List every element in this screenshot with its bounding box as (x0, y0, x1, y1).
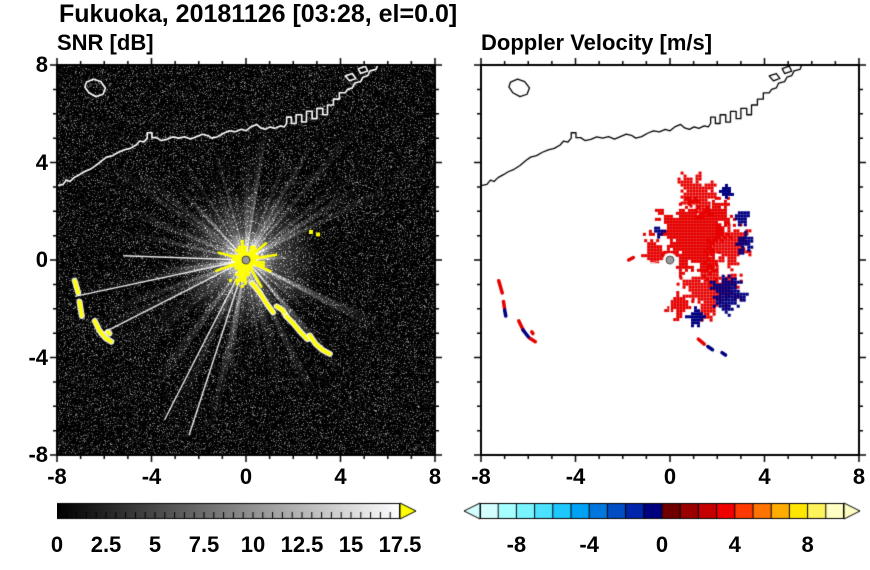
velocity-x-tick-label: 0 (663, 464, 677, 489)
snr-y-tick-label: -8 (28, 442, 48, 467)
snr-colorbar-label: 17.5 (378, 532, 422, 557)
velocity-colorbar-label: -8 (506, 532, 527, 557)
snr-x-tick-label: 4 (334, 464, 347, 489)
snr-colorbar-label: 0 (50, 532, 64, 557)
velocity-colorbar-label: 4 (728, 532, 741, 557)
snr-x-tick-label: 8 (428, 464, 442, 489)
snr-x-tick-label: -8 (47, 464, 67, 489)
velocity-x-tick-label: -8 (471, 464, 491, 489)
snr-y-tick-label: 4 (35, 149, 48, 175)
velocity-x-tick-label: -4 (565, 464, 586, 489)
velocity-x-tick-label: 4 (758, 464, 771, 489)
figure-title: Fukuoka, 20181126 [03:28, el=0.0] (59, 0, 458, 28)
snr-colorbar (57, 501, 419, 523)
snr-x-tick-label: -4 (141, 464, 162, 489)
snr-colorbar-label: 2.5 (90, 532, 122, 557)
velocity-ppi-plot (473, 57, 867, 463)
velocity-panel-title: Doppler Velocity [m/s] (481, 30, 713, 55)
snr-panel-title: SNR [dB] (57, 30, 154, 55)
snr-colorbar-label: 15 (338, 532, 364, 557)
snr-y-tick-label: 8 (35, 52, 48, 77)
snr-colorbar-label: 7.5 (188, 532, 220, 557)
velocity-colorbar-label: -4 (579, 532, 599, 557)
velocity-colorbar-label: 8 (801, 532, 814, 557)
snr-x-tick-label: 0 (239, 464, 253, 489)
velocity-colorbar (462, 501, 862, 523)
snr-colorbar-label: 12.5 (280, 532, 324, 557)
velocity-colorbar-label: 0 (655, 532, 669, 557)
snr-colorbar-label: 5 (148, 532, 162, 557)
snr-y-tick-label: -4 (28, 344, 48, 370)
snr-ppi-plot (49, 57, 443, 463)
snr-y-tick-label: 0 (35, 247, 48, 272)
snr-colorbar-label: 10 (240, 532, 266, 557)
velocity-x-tick-label: 8 (852, 464, 866, 489)
